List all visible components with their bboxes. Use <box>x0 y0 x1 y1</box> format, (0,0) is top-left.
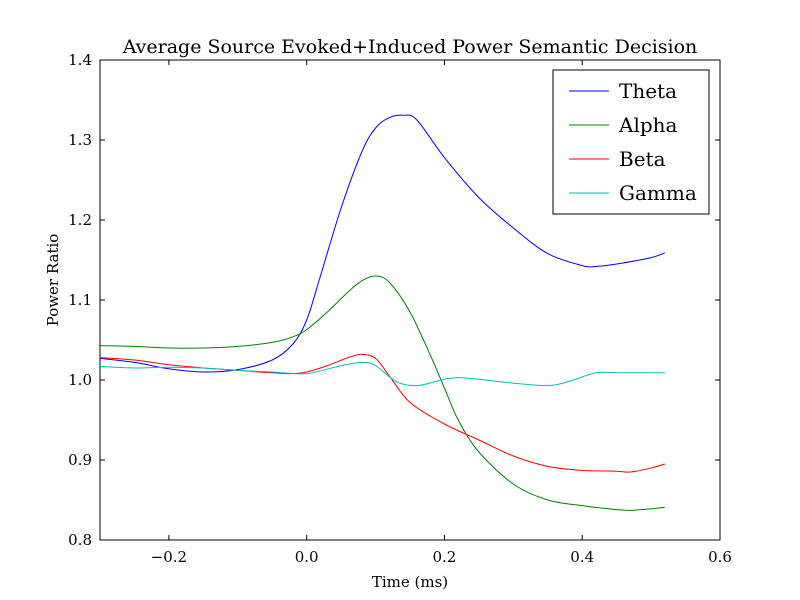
legend-label-beta: Beta <box>619 147 666 171</box>
y-tick-label: 1.0 <box>68 371 92 389</box>
y-tick-label: 1.2 <box>68 211 92 229</box>
y-tick-label: 0.8 <box>68 531 92 549</box>
y-axis-label: Power Ratio <box>44 234 62 327</box>
chart-title: Average Source Evoked+Induced Power Sema… <box>122 36 698 58</box>
legend-box <box>552 69 710 215</box>
legend-label-gamma: Gamma <box>619 181 697 205</box>
y-tick-label: 0.9 <box>68 451 92 469</box>
tick-layer: −0.2 0.0 0.2 0.4 0.6 0.8 0.9 1.0 1.1 1.2 1.3 1.4 <box>68 51 732 566</box>
x-axis-label: Time (ms) <box>372 573 448 591</box>
series-layer <box>99 114 666 511</box>
y-tick-label: 1.1 <box>68 291 92 309</box>
legend-label-alpha: Alpha <box>618 113 678 137</box>
x-tick-label: −0.2 <box>151 548 187 566</box>
x-tick-label: 0.4 <box>570 548 594 566</box>
x-tick-label: 0.2 <box>433 548 457 566</box>
series-line-beta <box>99 353 666 473</box>
y-tick-label: 1.4 <box>68 51 92 69</box>
y-tick-label: 1.3 <box>68 131 92 149</box>
series-line-alpha <box>99 275 665 511</box>
legend: Theta Alpha Beta Gamma <box>552 69 710 215</box>
legend-label-theta: Theta <box>619 79 677 103</box>
x-tick-label: 0.0 <box>295 548 319 566</box>
x-tick-label: 0.6 <box>708 548 732 566</box>
series-line-gamma <box>99 361 665 387</box>
